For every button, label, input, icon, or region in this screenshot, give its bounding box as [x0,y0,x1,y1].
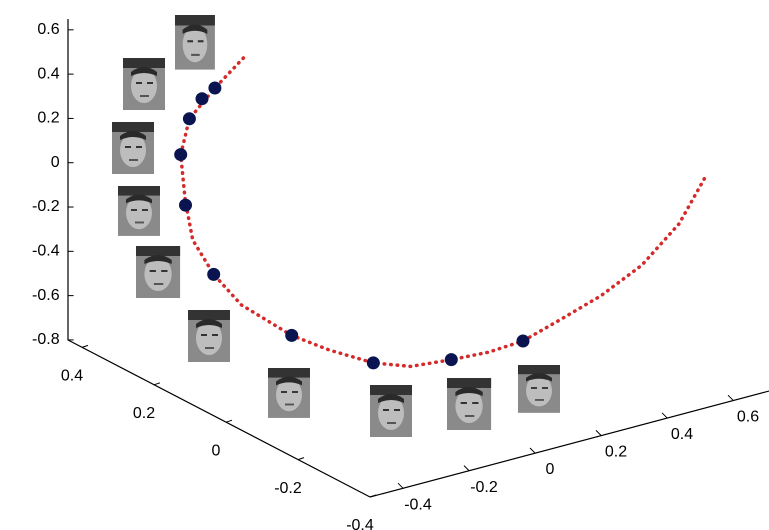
face-marker [517,335,530,348]
face-marker [196,92,209,105]
x-tick-label: 0.2 [605,444,627,461]
face-marker [367,356,380,369]
face-marker [208,81,221,94]
y-tick-label: -0.4 [346,517,374,530]
x-tick [530,448,535,453]
x-tick-label: -0.4 [404,496,432,513]
face-image [112,122,154,174]
face-marker [179,199,192,212]
trajectory [181,58,707,366]
face-image [136,246,180,298]
x-tick [662,413,667,418]
z-tick-label: -0.8 [32,331,60,348]
z-tick-label: -0.6 [32,287,60,304]
face-images [112,15,560,437]
x-tick [464,466,469,471]
x-axis [370,390,769,497]
face-marker [285,329,298,342]
face-image [188,310,230,362]
z-tick-label: 0.4 [37,65,59,82]
face-marker [183,112,196,125]
y-tick [226,420,232,422]
face-image [370,385,412,437]
y-tick [298,458,304,460]
face-marker [174,148,187,161]
x-tick-label: 0.6 [737,408,759,425]
face-image [447,378,491,430]
y-tick-label: 0 [212,442,221,459]
z-tick-label: 0.6 [37,21,59,38]
face-marker [207,268,220,281]
x-tick [398,483,403,488]
y-tick-label: -0.2 [274,480,302,497]
x-tick [728,395,733,400]
z-tick-label: -0.2 [32,198,60,215]
x-tick-label: 0 [546,461,555,478]
face-image [268,368,310,418]
z-tick-label: -0.4 [32,243,60,260]
face-marker [445,353,458,366]
y-tick [154,383,160,385]
face-image [118,186,160,236]
y-tick [82,345,88,347]
y-axis [68,340,370,497]
z-tick-label: 0.2 [37,110,59,127]
x-tick-label: 0.4 [671,426,693,443]
z-tick-label: 0 [51,154,60,171]
face-image [175,15,215,70]
x-tick [596,430,601,435]
chart: 6 -0.8-0.6-0.4-0.200.20.40.6-0.4-0.200.2… [0,0,769,530]
face-image [518,365,560,413]
x-tick-label: -0.2 [470,479,498,496]
y-tick-label: 0.2 [133,405,155,422]
face-image [123,58,165,110]
y-tick-label: 0.4 [61,368,83,385]
